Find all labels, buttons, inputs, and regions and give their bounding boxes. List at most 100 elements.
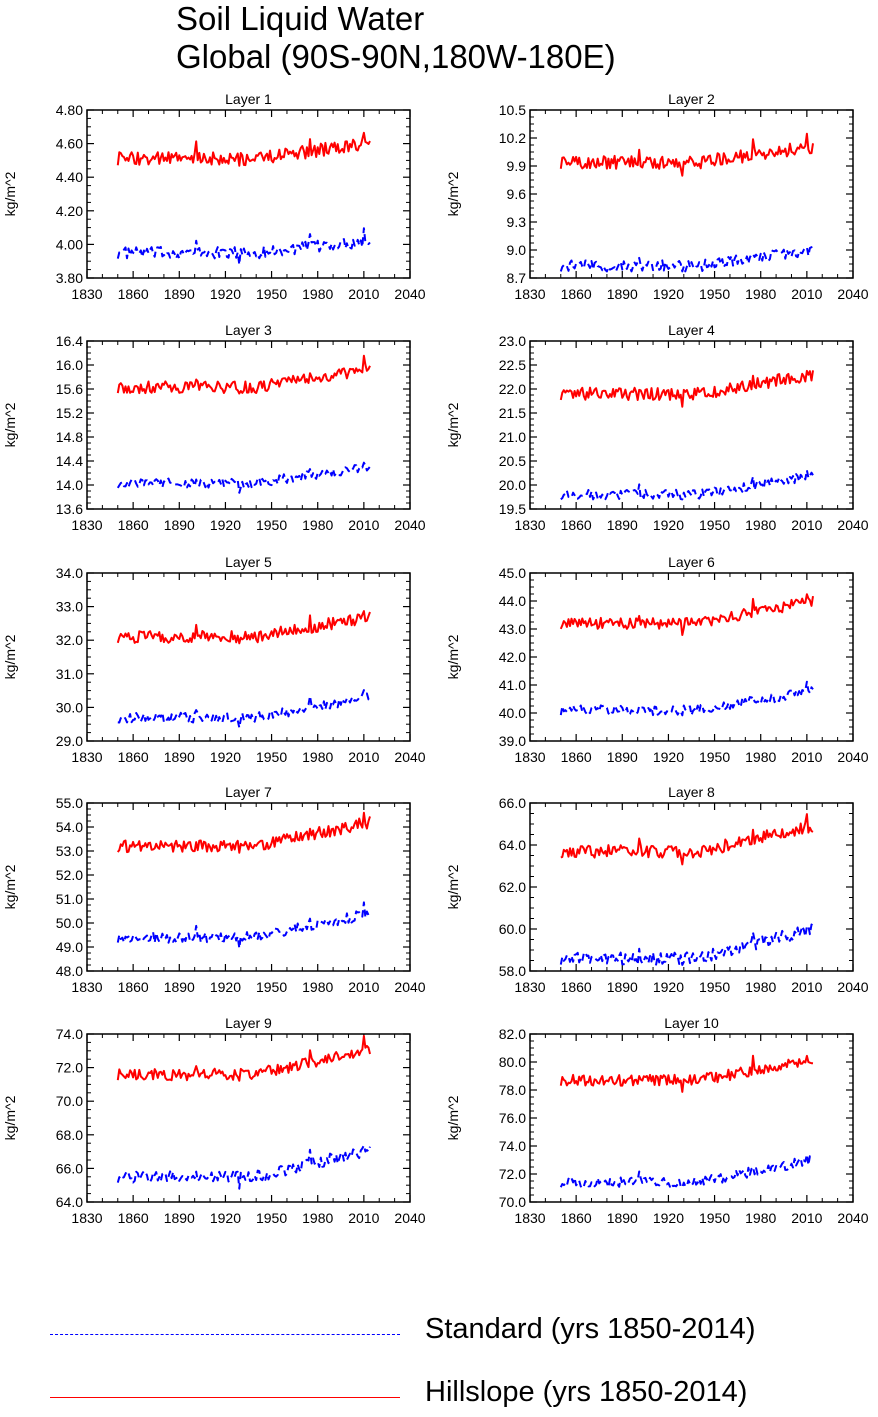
layer-8-ytick-label-64.0: 64.0 [499,837,526,853]
layer-10-xtick-label-1860: 1860 [561,1210,592,1226]
layer-7-xtick-label-1950: 1950 [256,979,287,995]
layer-8-xtick-label-2040: 2040 [837,979,868,995]
layer-3-ytick-label-14.4: 14.4 [56,453,83,469]
layer-8-series-standard [559,923,814,966]
layer-4-series-standard [560,469,814,501]
legend-label-standard: Standard (yrs 1850-2014) [425,1313,756,1345]
layer-5-ytick-label-30.0: 30.0 [56,699,83,715]
layer-6-xtick-label-1950: 1950 [699,749,730,765]
layer-5-xtick-label-2040: 2040 [394,749,425,765]
layer-8-xtick-label-1920: 1920 [653,979,684,995]
layer-6-xtick-label-1890: 1890 [607,749,638,765]
layer-8-ytick-label-58.0: 58.0 [499,963,526,979]
layer-7-xtick-label-2010: 2010 [348,979,379,995]
layer-8-ytick-label-60.0: 60.0 [499,921,526,937]
layer-1-xtick-label-2040: 2040 [394,286,425,302]
layer-5-title: Layer 5 [225,554,272,570]
layer-3-ytick-label-14.0: 14.0 [56,477,83,493]
layer-3-ytick-label-15.2: 15.2 [56,405,83,421]
layer-7-series-hillslope [116,811,371,854]
layer-4-ytick-label-20.5: 20.5 [499,453,526,469]
layer-1-ytick-label-4.40: 4.40 [56,169,83,185]
layer-2-ytick-label-10.5: 10.5 [499,102,526,118]
layer-6-ytick-label-42.0: 42.0 [499,649,526,665]
layer-1-series-standard [116,227,371,266]
layer-3-xtick-label-1860: 1860 [118,517,149,533]
layer-2-xtick-label-1950: 1950 [699,286,730,302]
layer-10-xtick-label-1890: 1890 [607,1210,638,1226]
layer-10-ytick-label-70.0: 70.0 [499,1194,526,1210]
layer-9-xtick-label-1950: 1950 [256,1210,287,1226]
layer-1-ytick-label-4.60: 4.60 [56,136,83,152]
layer-9-ytick-label-66.0: 66.0 [56,1160,83,1176]
layer-2-xtick-label-2010: 2010 [791,286,822,302]
layer-10-xtick-label-2040: 2040 [837,1210,868,1226]
layer-5-xtick-label-1980: 1980 [302,749,333,765]
layer-3-ytick-label-13.6: 13.6 [56,501,83,517]
layer-3-ytick-label-16.0: 16.0 [56,357,83,373]
layer-5-ytick-label-31.0: 31.0 [56,666,83,682]
layer-2-ylabel: kg/m^2 [445,171,461,216]
layer-4-ytick-label-22.0: 22.0 [499,381,526,397]
layer-4-xtick-label-1830: 1830 [514,517,545,533]
layer-4-ytick-label-21.0: 21.0 [499,429,526,445]
layer-8-ytick-label-62.0: 62.0 [499,879,526,895]
layer-3-title: Layer 3 [225,322,272,338]
layer-7-xtick-label-1860: 1860 [118,979,149,995]
layer-8-series-hillslope [560,813,814,866]
layer-9-ytick-label-64.0: 64.0 [56,1194,83,1210]
layer-7-ytick-label-55.0: 55.0 [56,795,83,811]
chart-title-block: Soil Liquid Water Global (90S-90N,180W-1… [176,0,826,76]
legend-line-hillslope [50,1397,400,1398]
layer-6-xtick-label-1920: 1920 [653,749,684,765]
layer-8-xtick-label-2010: 2010 [791,979,822,995]
layer-4-series-hillslope [559,369,814,408]
layer-1-xtick-label-1950: 1950 [256,286,287,302]
chart-title-line-1: Soil Liquid Water [176,0,425,37]
layer-10-series-hillslope [559,1054,814,1093]
layer-7-ytick-label-54.0: 54.0 [56,819,83,835]
legend: Standard (yrs 1850-2014) Hillslope (yrs … [0,1300,878,1417]
layer-1-ytick-label-3.80: 3.80 [56,270,83,286]
layer-4-xtick-label-1920: 1920 [653,517,684,533]
legend-label-hillslope: Hillslope (yrs 1850-2014) [425,1376,748,1408]
layer-2-xtick-label-1860: 1860 [561,286,592,302]
layer-8-xtick-label-1950: 1950 [699,979,730,995]
layer-7-xtick-label-2040: 2040 [394,979,425,995]
layer-4-xtick-label-2040: 2040 [837,517,868,533]
chart-title-line-2: Global (90S-90N,180W-180E) [176,38,616,75]
layer-1-ylabel: kg/m^2 [2,171,18,216]
layer-7-ytick-label-51.0: 51.0 [56,891,83,907]
layer-4-xtick-label-2010: 2010 [791,517,822,533]
layer-8-xtick-label-1830: 1830 [514,979,545,995]
layer-5-ylabel: kg/m^2 [2,634,18,679]
layer-7-title: Layer 7 [225,784,272,800]
layer-3-xtick-label-2010: 2010 [348,517,379,533]
layer-6-ytick-label-41.0: 41.0 [499,677,526,693]
layer-2-series-standard [559,246,814,273]
layer-10-ytick-label-82.0: 82.0 [499,1026,526,1042]
layer-2-xtick-label-2040: 2040 [837,286,868,302]
layer-2-ytick-label-9.9: 9.9 [507,158,527,174]
layer-6-ytick-label-43.0: 43.0 [499,621,526,637]
layer-9-ytick-label-74.0: 74.0 [56,1026,83,1042]
layer-9-series-standard [116,1144,371,1190]
layer-10-xtick-label-1920: 1920 [653,1210,684,1226]
layer-3-ytick-label-16.4: 16.4 [56,333,83,349]
layer-8-xtick-label-1980: 1980 [745,979,776,995]
legend-line-standard [50,1334,400,1335]
layer-7-ylabel: kg/m^2 [2,864,18,909]
layer-1-series-hillslope [116,131,371,167]
layer-6-xtick-label-2010: 2010 [791,749,822,765]
layer-1-ytick-label-4.20: 4.20 [56,203,83,219]
layer-6-ytick-label-39.0: 39.0 [499,733,526,749]
layer-4-ytick-label-21.5: 21.5 [499,405,526,421]
layer-4-ytick-label-20.0: 20.0 [499,477,526,493]
layer-5-xtick-label-1920: 1920 [210,749,241,765]
layer-8-xtick-label-1890: 1890 [607,979,638,995]
layer-6-series-hillslope [559,593,814,636]
layer-1-xtick-label-1920: 1920 [210,286,241,302]
layer-3-ytick-label-15.6: 15.6 [56,381,83,397]
layer-6-xtick-label-1980: 1980 [745,749,776,765]
